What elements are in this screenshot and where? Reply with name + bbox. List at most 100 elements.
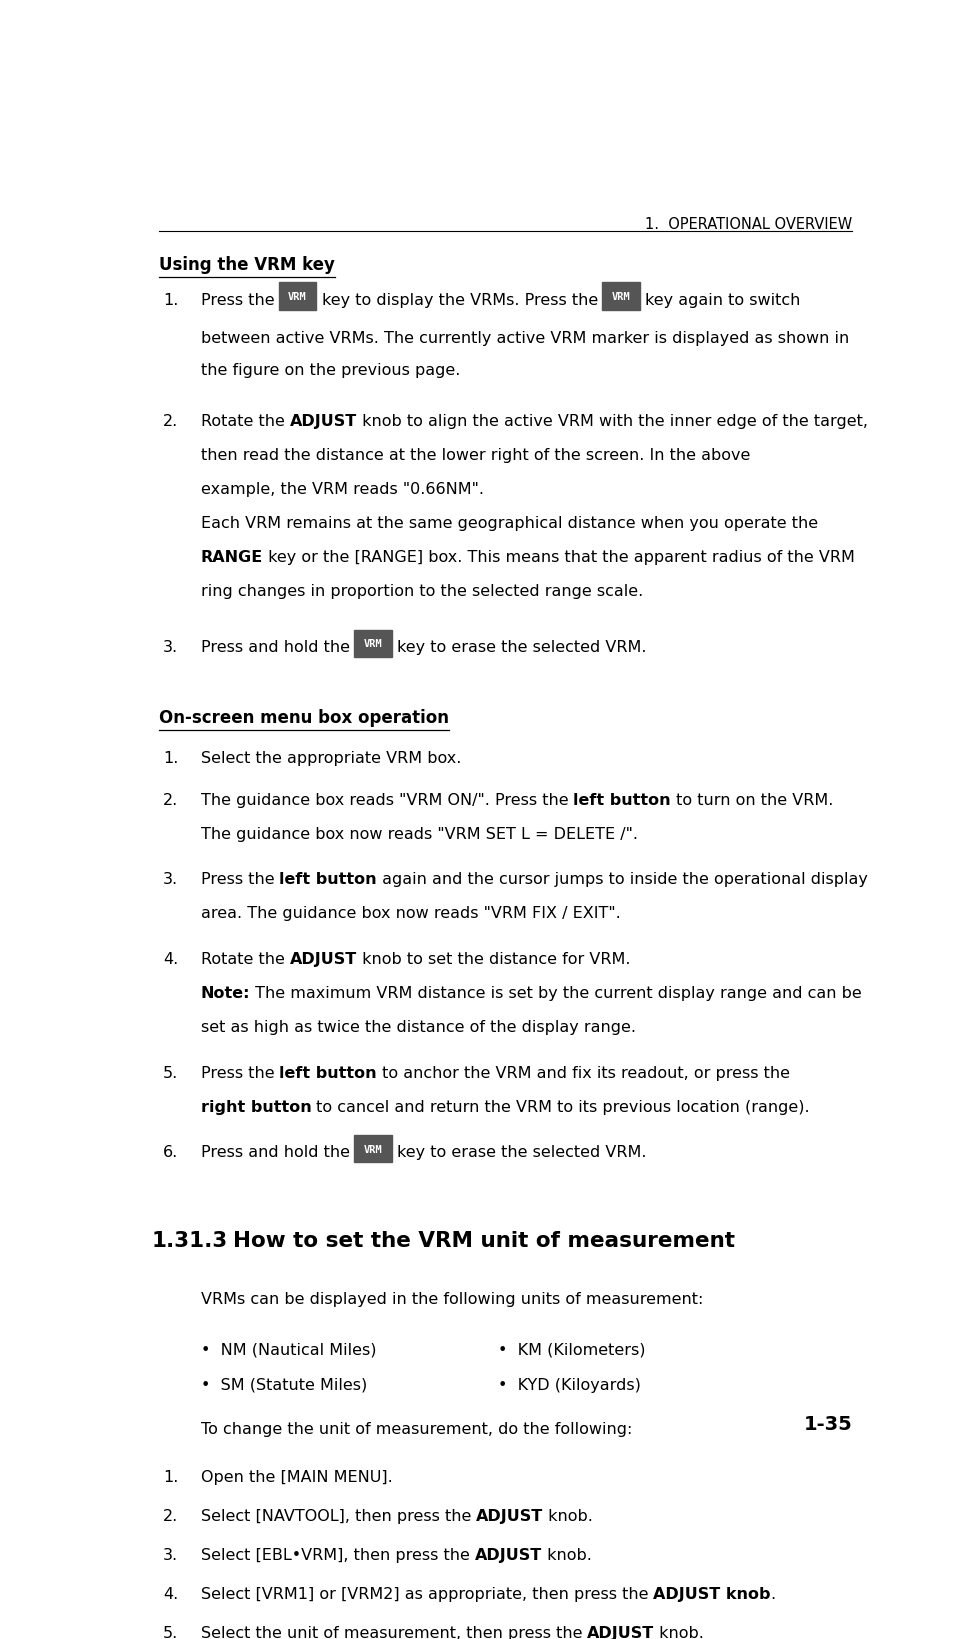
Text: •  KYD (Kiloyards): • KYD (Kiloyards) <box>498 1377 641 1392</box>
Text: Select the unit of measurement, then press the: Select the unit of measurement, then pre… <box>200 1626 587 1639</box>
Text: The guidance box reads "VRM ON/". Press the: The guidance box reads "VRM ON/". Press … <box>200 792 573 808</box>
Text: ADJUST: ADJUST <box>290 951 357 967</box>
Text: Rotate the: Rotate the <box>200 951 290 967</box>
Text: The guidance box reads "VRM ON/". Press the: The guidance box reads "VRM ON/". Press … <box>200 792 573 808</box>
Text: ADJUST: ADJUST <box>587 1626 654 1639</box>
Text: Each VRM remains at the same geographical distance when you operate the: Each VRM remains at the same geographica… <box>200 516 817 531</box>
Text: Using the VRM key: Using the VRM key <box>159 256 335 274</box>
Text: 2.: 2. <box>163 1508 178 1523</box>
Text: left button: left button <box>573 792 671 808</box>
Text: Open the [MAIN MENU].: Open the [MAIN MENU]. <box>200 1469 393 1483</box>
Text: example, the VRM reads "0.66NM".: example, the VRM reads "0.66NM". <box>200 482 484 497</box>
Text: VRM: VRM <box>364 1144 382 1154</box>
Text: again and the cursor jumps to inside the operational display: again and the cursor jumps to inside the… <box>377 872 868 887</box>
Text: ADJUST: ADJUST <box>474 1547 541 1562</box>
Text: VRM: VRM <box>364 639 382 649</box>
Text: key again to switch: key again to switch <box>645 293 801 308</box>
Text: ADJUST: ADJUST <box>290 951 357 967</box>
Text: Select the unit of measurement, then press the: Select the unit of measurement, then pre… <box>200 1626 587 1639</box>
Text: Select [EBL•VRM], then press the: Select [EBL•VRM], then press the <box>200 1547 474 1562</box>
Text: 1.: 1. <box>163 293 178 308</box>
Text: left button: left button <box>279 872 377 887</box>
Text: Open the [MAIN MENU].: Open the [MAIN MENU]. <box>200 1469 393 1483</box>
Text: area. The guidance box now reads "VRM FIX / EXIT".: area. The guidance box now reads "VRM FI… <box>200 906 620 921</box>
Text: 5.: 5. <box>163 1626 178 1639</box>
Text: left button: left button <box>279 1065 377 1080</box>
Text: 3.: 3. <box>163 872 178 887</box>
Text: between active VRMs. The currently active VRM marker is displayed as shown in: between active VRMs. The currently activ… <box>200 331 849 346</box>
Text: Press the: Press the <box>200 293 279 308</box>
Text: to turn on the VRM.: to turn on the VRM. <box>671 792 833 808</box>
Text: Press the: Press the <box>200 872 279 887</box>
Text: knob.: knob. <box>541 1547 592 1562</box>
Text: ADJUST knob: ADJUST knob <box>653 1587 771 1601</box>
Text: ADJUST: ADJUST <box>290 413 357 429</box>
Text: left button: left button <box>279 1065 377 1080</box>
Text: the figure on the previous page.: the figure on the previous page. <box>200 364 460 379</box>
Text: knob.: knob. <box>543 1508 593 1523</box>
Text: Select the appropriate VRM box.: Select the appropriate VRM box. <box>200 751 461 765</box>
Text: key to erase the selected VRM.: key to erase the selected VRM. <box>397 639 646 654</box>
Text: •  NM (Nautical Miles): • NM (Nautical Miles) <box>200 1341 376 1357</box>
Text: VRMs can be displayed in the following units of measurement:: VRMs can be displayed in the following u… <box>200 1292 703 1306</box>
Text: key to erase the selected VRM.: key to erase the selected VRM. <box>397 1144 646 1159</box>
Text: .: . <box>771 1587 776 1601</box>
Text: Select [NAVTOOL], then press the: Select [NAVTOOL], then press the <box>200 1508 476 1523</box>
Text: to cancel and return the VRM to its previous location (range).: to cancel and return the VRM to its prev… <box>311 1100 810 1115</box>
Text: 5.: 5. <box>163 1065 178 1080</box>
Text: set as high as twice the distance of the display range.: set as high as twice the distance of the… <box>200 1019 636 1034</box>
Text: Press and hold the: Press and hold the <box>200 639 355 654</box>
Text: Note:: Note: <box>200 985 250 1000</box>
Text: ADJUST: ADJUST <box>476 1508 543 1523</box>
Text: 4.: 4. <box>163 1587 178 1601</box>
Text: knob.: knob. <box>654 1626 705 1639</box>
Text: VRM: VRM <box>611 292 631 302</box>
Text: Note:: Note: <box>200 985 250 1000</box>
Text: 1.31.3: 1.31.3 <box>152 1231 227 1251</box>
Text: knob.: knob. <box>541 1547 592 1562</box>
Text: 1.: 1. <box>163 751 178 765</box>
Text: •  KM (Kilometers): • KM (Kilometers) <box>498 1341 645 1357</box>
Text: ADJUST: ADJUST <box>474 1547 541 1562</box>
Text: Select [NAVTOOL], then press the: Select [NAVTOOL], then press the <box>200 1508 476 1523</box>
Text: 2.: 2. <box>163 413 178 429</box>
Text: ADJUST: ADJUST <box>476 1508 543 1523</box>
Text: Press the: Press the <box>200 293 279 308</box>
Text: 6.: 6. <box>163 1144 178 1159</box>
Text: key to display the VRMs. Press the: key to display the VRMs. Press the <box>322 293 603 308</box>
FancyBboxPatch shape <box>279 284 316 311</box>
Text: How to set the VRM unit of measurement: How to set the VRM unit of measurement <box>233 1231 735 1251</box>
Text: Press and hold the: Press and hold the <box>200 1144 355 1159</box>
Text: left button: left button <box>279 872 377 887</box>
Text: Rotate the: Rotate the <box>200 951 290 967</box>
Text: ring changes in proportion to the selected range scale.: ring changes in proportion to the select… <box>200 583 642 600</box>
Text: to anchor the VRM and fix its readout, or press the: to anchor the VRM and fix its readout, o… <box>377 1065 790 1080</box>
Text: key to display the VRMs. Press the: key to display the VRMs. Press the <box>322 293 603 308</box>
Text: Select [EBL•VRM], then press the: Select [EBL•VRM], then press the <box>200 1547 474 1562</box>
Text: The guidance box now reads "VRM SET L = DELETE /".: The guidance box now reads "VRM SET L = … <box>200 826 638 841</box>
FancyBboxPatch shape <box>602 284 640 311</box>
Text: Select [VRM1] or [VRM2] as appropriate, then press the: Select [VRM1] or [VRM2] as appropriate, … <box>200 1587 653 1601</box>
Text: To change the unit of measurement, do the following:: To change the unit of measurement, do th… <box>200 1421 632 1436</box>
Text: ADJUST: ADJUST <box>290 413 357 429</box>
Text: knob.: knob. <box>543 1508 593 1523</box>
Text: knob to align the active VRM with the inner edge of the target,: knob to align the active VRM with the in… <box>357 413 868 429</box>
Text: Press and hold the: Press and hold the <box>200 639 355 654</box>
FancyBboxPatch shape <box>354 1134 392 1162</box>
Text: 1.: 1. <box>163 1469 178 1483</box>
Text: RANGE: RANGE <box>200 551 262 565</box>
Text: RANGE: RANGE <box>200 551 262 565</box>
Text: 1.  OPERATIONAL OVERVIEW: 1. OPERATIONAL OVERVIEW <box>645 216 852 231</box>
Text: The maximum VRM distance is set by the current display range and can be: The maximum VRM distance is set by the c… <box>250 985 862 1000</box>
Text: Press and hold the: Press and hold the <box>200 1144 355 1159</box>
Text: knob to set the distance for VRM.: knob to set the distance for VRM. <box>357 951 631 967</box>
Text: knob.: knob. <box>654 1626 705 1639</box>
Text: 2.: 2. <box>163 792 178 808</box>
Text: key or the [RANGE] box. This means that the apparent radius of the VRM: key or the [RANGE] box. This means that … <box>262 551 854 565</box>
Text: Press the: Press the <box>200 872 279 887</box>
Text: •  SM (Statute Miles): • SM (Statute Miles) <box>200 1377 366 1392</box>
Text: 4.: 4. <box>163 951 178 967</box>
Text: ADJUST: ADJUST <box>587 1626 654 1639</box>
Text: right button: right button <box>200 1100 311 1115</box>
Text: Press the: Press the <box>200 1065 279 1080</box>
